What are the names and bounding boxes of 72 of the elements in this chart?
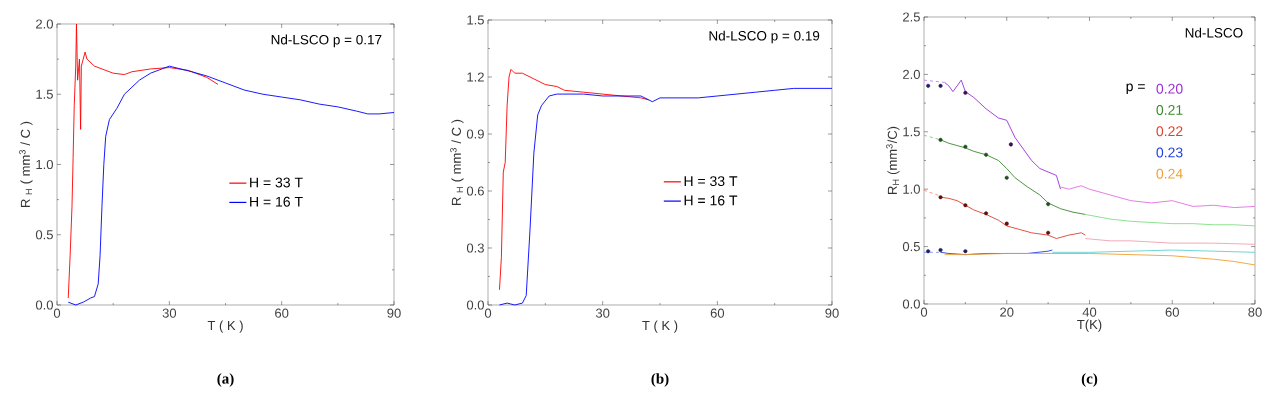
y-axis-title: R$_{H}$ (mm$^{3}$/C) xyxy=(886,126,900,194)
x-tick-label: 80 xyxy=(1248,307,1262,317)
point xyxy=(963,249,968,254)
y-tick-label: 0.5 xyxy=(35,230,53,240)
x-tick-label: 0 xyxy=(920,307,928,317)
point xyxy=(984,211,989,216)
legend-label: H = 33 T xyxy=(684,176,738,187)
y-tick-label: 2.0 xyxy=(903,69,920,79)
annotation: Nd-LSCO p = 0.19 xyxy=(709,30,820,44)
x-tick-label: 30 xyxy=(595,308,610,318)
y-tick-label: 0.3 xyxy=(466,243,484,253)
x-tick-label: 40 xyxy=(1082,307,1097,317)
y-tick-label: 0.6 xyxy=(466,186,484,196)
y-axis-title: R $_{H}$ ( mm$^{3}$ / C ) xyxy=(19,121,33,207)
legend-label: H = 16 T xyxy=(250,196,303,207)
text: 0.21 xyxy=(1156,105,1183,115)
point xyxy=(926,249,931,254)
y-tick-label: 0.5 xyxy=(902,241,920,252)
x-axis-title: T(K) xyxy=(1077,319,1102,332)
point xyxy=(938,248,943,253)
y-tick-label: 1.5 xyxy=(467,15,484,25)
point xyxy=(1046,202,1051,207)
y-tick-label: 2.5 xyxy=(903,12,920,22)
annotation: Nd-LSCO xyxy=(1185,27,1243,38)
y-tick-label: 0.0 xyxy=(466,300,484,310)
legend-label: H = 33 T xyxy=(250,177,303,188)
point xyxy=(938,137,943,142)
y-tick-label: 0.0 xyxy=(902,299,920,309)
point xyxy=(926,83,931,88)
point xyxy=(938,83,943,88)
y-tick-label: 1.5 xyxy=(36,89,53,99)
x-axis-title: T ( K ) xyxy=(642,320,678,333)
y-tick-label: 0.0 xyxy=(35,300,53,310)
y-tick-label: 0.9 xyxy=(466,129,484,139)
annotation: Nd-LSCO p = 0.17 xyxy=(271,34,382,48)
text: (a) xyxy=(217,373,234,387)
x-tick-label: 30 xyxy=(162,308,177,318)
point xyxy=(963,203,968,208)
point xyxy=(1004,175,1009,180)
point xyxy=(938,195,943,200)
point xyxy=(1046,230,1051,235)
text: 0.24 xyxy=(1156,168,1183,179)
text: 0.22 xyxy=(1156,126,1183,137)
point xyxy=(1004,221,1009,226)
legend-title: p = xyxy=(1126,83,1145,94)
x-tick-label: 60 xyxy=(1165,307,1179,317)
y-tick-label: 1.2 xyxy=(467,72,484,82)
y-tick-label: 1.0 xyxy=(36,159,53,170)
x-tick-label: 90 xyxy=(825,308,839,318)
y-tick-label: 1.0 xyxy=(903,184,920,194)
point xyxy=(1008,142,1013,147)
x-tick-label: 20 xyxy=(1000,307,1014,317)
x-tick-label: 90 xyxy=(387,308,401,318)
text: (b) xyxy=(651,373,669,387)
point xyxy=(984,152,989,157)
point xyxy=(963,90,968,95)
x-tick-label: 0 xyxy=(484,308,492,318)
line-series xyxy=(940,139,1086,215)
point xyxy=(963,144,968,149)
y-tick-label: 2.0 xyxy=(36,19,53,29)
text: (c) xyxy=(1081,373,1098,387)
line-series xyxy=(940,196,1086,239)
text: 0.20 xyxy=(1156,83,1183,94)
x-tick-label: 60 xyxy=(710,308,725,318)
y-axis-title: R $_{H}$ ( mm$^{3}$ / C ) xyxy=(450,119,464,205)
legend-label: H = 16 T xyxy=(684,195,738,206)
line-series xyxy=(67,23,219,299)
text: 0.23 xyxy=(1156,147,1183,158)
y-tick-label: 1.5 xyxy=(903,127,920,137)
x-tick-label: 60 xyxy=(275,308,289,318)
x-axis-title: T ( K ) xyxy=(207,320,243,333)
x-tick-label: 0 xyxy=(53,308,61,318)
